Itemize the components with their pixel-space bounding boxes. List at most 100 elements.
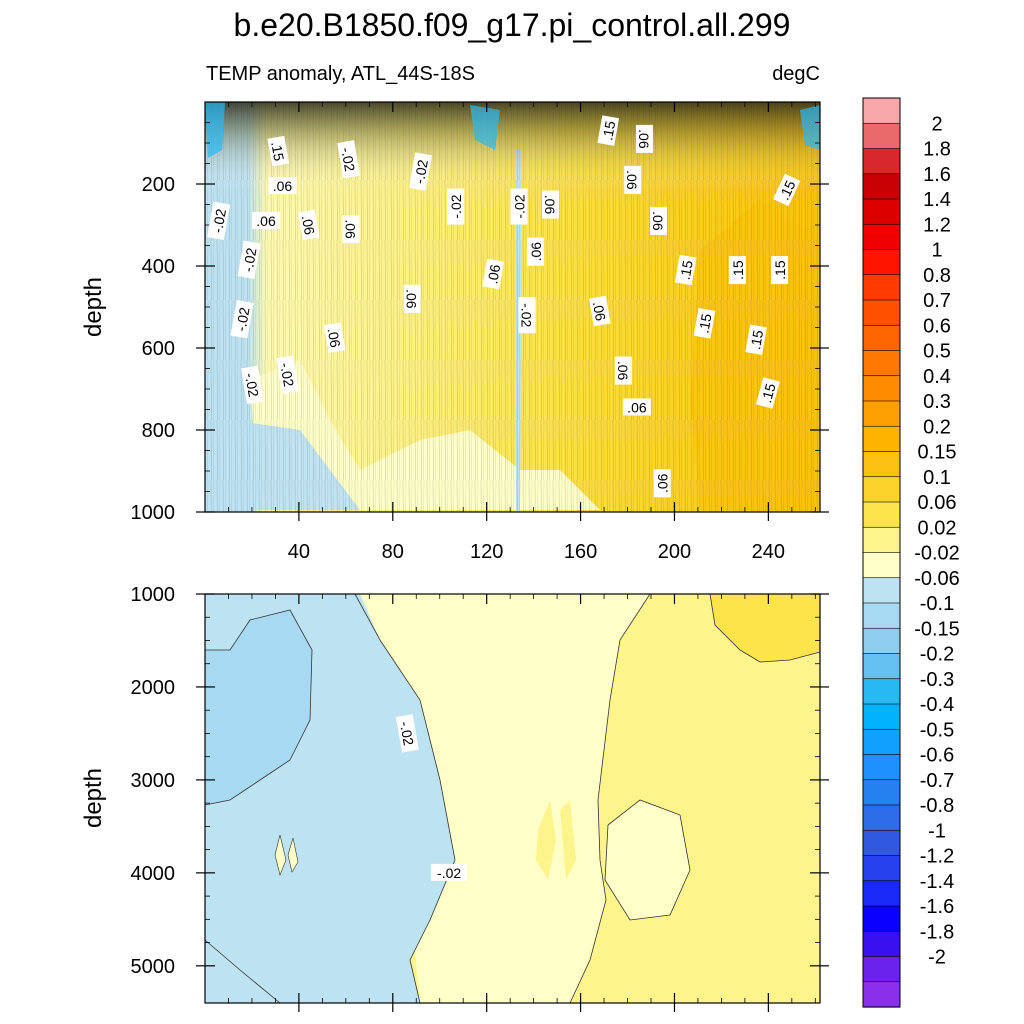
contour-label-text: -.02 <box>233 306 253 333</box>
contour-label: -.02 <box>518 297 536 334</box>
contour-label-text: -.02 <box>411 158 431 185</box>
contour-label: .06 <box>589 295 611 327</box>
contour-label-text: -.02 <box>242 372 262 399</box>
contour-label: .06 <box>635 124 653 153</box>
colorbar-label: -2 <box>928 947 946 969</box>
contour-label-bg <box>526 237 544 266</box>
contour-label: .06 <box>614 356 632 385</box>
colorbar-swatch <box>862 97 901 124</box>
colorbar-swatch <box>862 451 901 478</box>
colorbar-swatch <box>862 350 901 377</box>
colorbar-label: -1.6 <box>920 896 954 918</box>
contour-label-bg <box>518 297 536 334</box>
contour-label-bg <box>323 322 346 353</box>
colorbar-label: 0.5 <box>923 341 951 363</box>
contour-label: -.02 <box>510 188 528 225</box>
x-tick-label: 200 <box>658 541 691 563</box>
units-label: degC <box>772 63 820 85</box>
contour-label-bg <box>624 165 642 194</box>
contour-label-text: .15 <box>599 120 618 142</box>
colorbar-swatch <box>862 678 901 705</box>
contour-label: -.02 <box>431 863 468 881</box>
contour-label-bg <box>650 206 668 235</box>
contour-label-text: .06 <box>343 219 359 239</box>
colorbar-swatch <box>862 829 901 857</box>
colorbar-swatch <box>862 981 901 1008</box>
contour-label: .15 <box>773 173 801 207</box>
colorbar-swatch <box>862 122 901 150</box>
contour-label: -.02 <box>276 355 300 394</box>
contour-label-text: .06 <box>627 399 647 415</box>
contour-label-bg <box>674 254 697 286</box>
contour-label-text: -.02 <box>519 303 535 327</box>
contour-label-bg <box>267 135 290 167</box>
y-tick-label: 800 <box>142 420 175 442</box>
contour-label: .15 <box>674 254 697 286</box>
lower-colder-region <box>205 610 312 805</box>
x-tick-label: 40 <box>288 541 310 563</box>
contour-label: -.02 <box>408 152 432 191</box>
colorbar-swatch <box>862 425 901 453</box>
colorbar-swatch <box>862 804 901 831</box>
lower-depth-label: depth <box>80 768 107 828</box>
colorbar-swatch <box>862 526 901 554</box>
lower-pale-blobs <box>274 834 299 876</box>
contour-label-text: .15 <box>677 259 696 281</box>
y-tick-label: 4000 <box>131 863 176 885</box>
contour-label-text: .15 <box>772 260 788 280</box>
contour-label-bg <box>614 356 632 385</box>
contour-label-bg <box>745 324 767 355</box>
colorbar-label: 0.2 <box>923 416 951 438</box>
colorbar-swatch <box>862 274 901 301</box>
contour-label-text: .06 <box>256 213 276 229</box>
contour-label-bg <box>207 201 231 241</box>
colorbar-swatch <box>862 400 901 427</box>
contour-label-bg <box>653 469 671 498</box>
colorbar-swatch <box>862 299 901 326</box>
contour-label-bg <box>728 256 746 285</box>
colorbar-swatch <box>862 653 901 680</box>
colorbar-label: -1 <box>928 820 946 842</box>
contour-label-bg <box>771 256 789 285</box>
lower-contours <box>204 593 821 1004</box>
colorbar-label: 0.1 <box>923 467 951 489</box>
colorbar-swatch <box>862 148 901 175</box>
contour-label-bg <box>337 140 361 179</box>
contour-label: .06 <box>653 469 671 498</box>
contour-label: -.02 <box>237 240 261 279</box>
contour-label-bg <box>276 355 300 394</box>
contour-label-bg <box>297 209 320 241</box>
colorbar-label: -1.2 <box>920 846 954 868</box>
contour-label-bg <box>447 188 465 225</box>
y-tick-label: 1000 <box>131 502 176 524</box>
colorbar: 2 1.8 1.6 1.4 1.2 1 0.8 0.7 0.6 0.5 0.4 0.3 0.2 0.15 0… <box>862 97 960 1008</box>
contour-label: .15 <box>771 256 789 285</box>
contour-label: -.02 <box>230 300 254 339</box>
colorbar-label: 0.8 <box>923 265 951 287</box>
contour-label-bg <box>252 211 281 229</box>
contour-label-text: .06 <box>624 170 640 190</box>
colorbar-swatch <box>862 375 901 402</box>
x-tick-label: 80 <box>382 541 404 563</box>
colorbar-frame <box>862 97 901 1008</box>
colorbar-swatch <box>862 602 901 629</box>
colorbar-swatch <box>862 880 901 907</box>
contour-label: .15 <box>728 256 746 285</box>
colorbar-label: -0.06 <box>914 568 960 590</box>
upper-depth-label: depth <box>80 277 107 337</box>
contour-label-bg <box>237 240 261 279</box>
chart-subtitle: TEMP anomaly, ATL_44S-18S <box>206 63 475 85</box>
colorbar-swatch <box>862 552 901 579</box>
contour-label-text: .06 <box>615 361 631 381</box>
contour-label-bg <box>510 188 528 225</box>
contour-label-bg <box>597 115 620 146</box>
upper-surface-layer <box>205 102 820 192</box>
lower-pale-blob <box>605 800 690 920</box>
y-tick-label: 5000 <box>131 956 176 978</box>
colorbar-swatch <box>862 956 901 983</box>
contour-label-text: -.02 <box>512 194 528 218</box>
contour-label: .15 <box>597 115 620 146</box>
colorbar-label: -0.1 <box>920 593 954 615</box>
lower-panel: 1000 2000 3000 4000 5000 -.02 -.02 depth <box>80 584 829 1012</box>
